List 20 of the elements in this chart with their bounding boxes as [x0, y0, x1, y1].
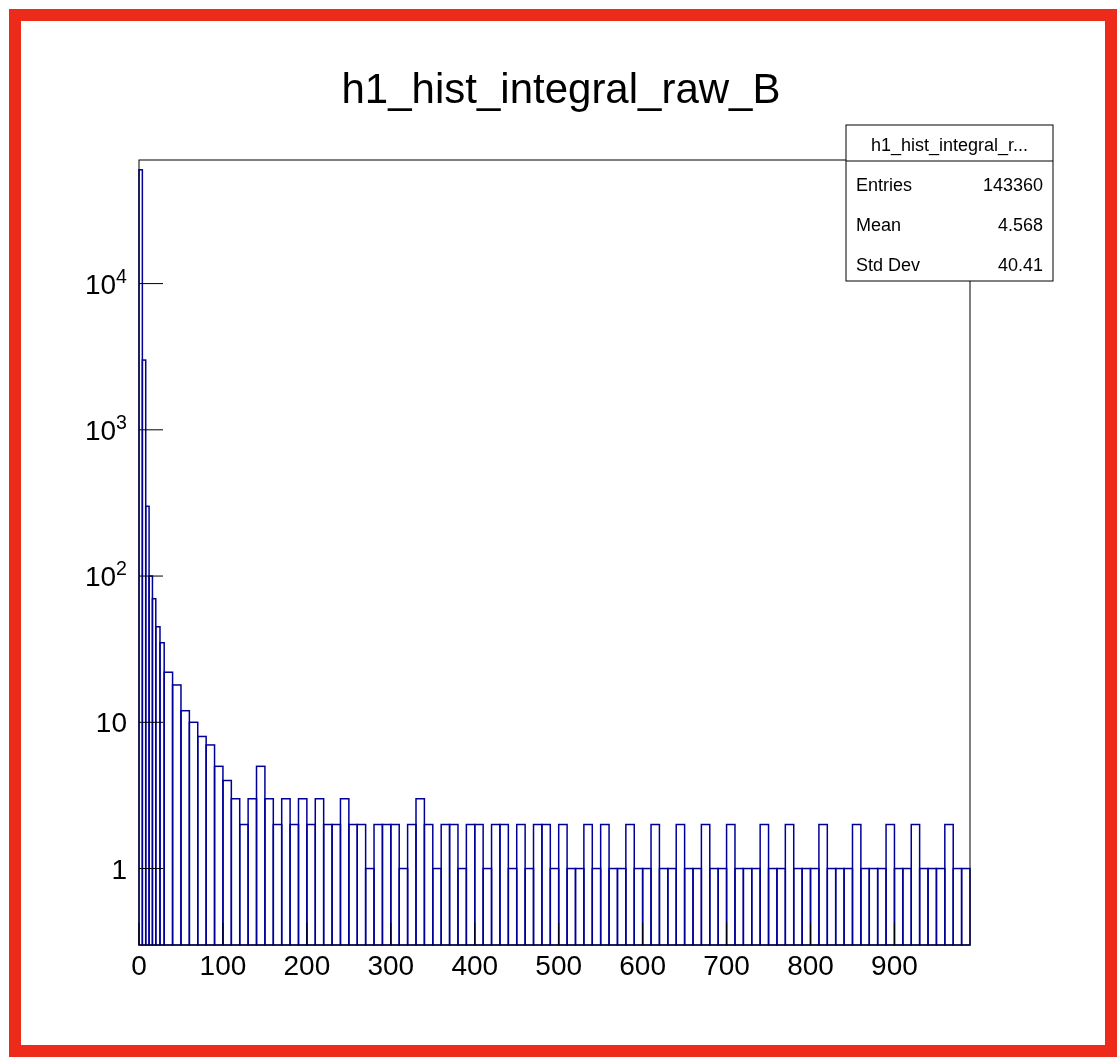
text: h1_hist_integral_r... [870, 135, 1029, 156]
text: Mean 4.568 [856, 215, 1043, 235]
x-tick-label: 300 [367, 950, 415, 981]
x-tick-label: 200 [283, 950, 331, 981]
x-tick-label: 400 [451, 950, 499, 981]
x-tick-label: 0 [131, 950, 147, 981]
y-tick-label: 10 [95, 707, 127, 739]
chart-title: h1_hist_integral_raw_B [341, 65, 781, 112]
text: Entries 143360 [856, 175, 1043, 195]
x-tick-label: 500 [535, 950, 583, 981]
y-tick-label: 10$^{4}$ [84, 264, 128, 300]
y-tick-label: 10$^{3}$ [84, 410, 128, 446]
text: Std Dev 40.41 [856, 255, 1043, 275]
x-tick-label: 100 [199, 950, 247, 981]
x-tick-label: 800 [787, 950, 834, 981]
x-tick-label: 900 [871, 950, 918, 981]
y-tick-label: 1 [111, 853, 127, 885]
x-tick-label: 600 [619, 950, 666, 981]
y-tick-label: 10$^{2}$ [84, 557, 127, 593]
x-tick-label: 700 [703, 950, 750, 981]
